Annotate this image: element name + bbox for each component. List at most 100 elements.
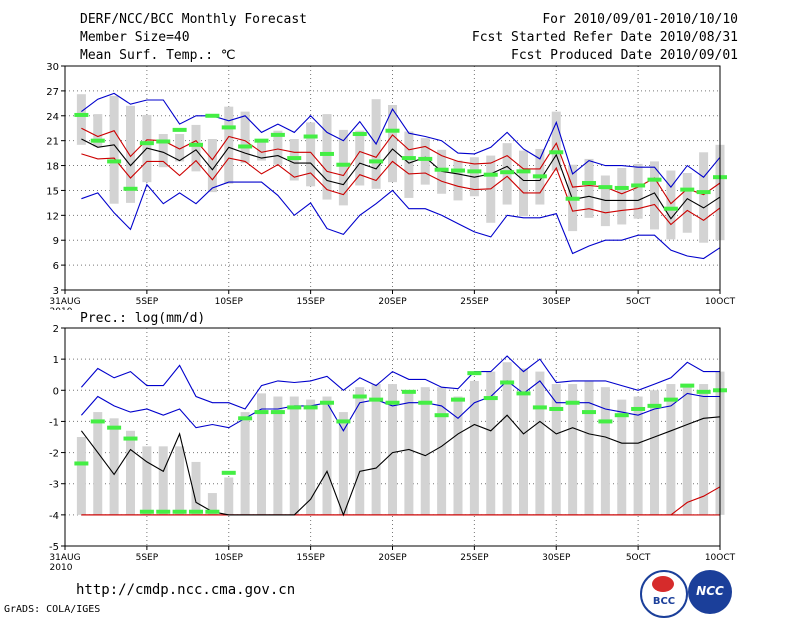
spread-box <box>355 387 365 515</box>
spread-box <box>175 446 185 515</box>
sd-lower-line <box>81 153 721 226</box>
member-mean-marker <box>139 509 154 514</box>
member-mean-marker <box>401 389 416 394</box>
member-mean-marker <box>680 187 695 192</box>
spread-box <box>649 390 660 515</box>
member-mean-marker <box>189 142 203 147</box>
x-tick-label: 20SEP <box>378 553 407 563</box>
member-mean-marker <box>647 177 662 182</box>
spread-box <box>191 124 201 172</box>
y-tick-label: -3 <box>49 480 59 491</box>
spread-box <box>502 362 512 515</box>
spread-box <box>125 105 136 203</box>
member-mean-marker <box>614 413 629 418</box>
spread-box <box>682 384 692 515</box>
x-tick-label: 15SEP <box>296 297 325 307</box>
y-tick-label: -1 <box>49 417 59 428</box>
member-mean-marker <box>549 150 564 155</box>
member-mean-marker <box>614 185 629 190</box>
spread-box <box>666 384 676 515</box>
member-mean-marker <box>467 169 482 174</box>
member-mean-marker <box>156 139 171 144</box>
x-tick-label: 10OCT <box>705 553 736 563</box>
x-tick-label: 5SEP <box>136 297 159 307</box>
x-tick-label: 30SEP <box>542 553 571 563</box>
x-tick-label: 25SEP <box>460 297 489 307</box>
spread-box <box>207 139 217 193</box>
produced-date: Fcst Produced Date 2010/09/01 <box>511 48 738 63</box>
spread-box <box>469 380 479 515</box>
member-mean-marker <box>516 391 531 396</box>
chart-title: DERF/NCC/BCC Monthly Forecast <box>80 12 307 27</box>
spread-box <box>240 412 250 515</box>
x-tick-label: 5OCT <box>626 297 651 307</box>
source-link[interactable]: http://cmdp.ncc.cma.gov.cn <box>76 582 296 598</box>
spread-box <box>207 493 217 515</box>
spread-box <box>699 384 709 515</box>
spread-box <box>175 134 185 162</box>
member-mean-marker <box>352 394 367 399</box>
sd-upper-line <box>81 127 721 205</box>
member-mean-marker <box>336 419 351 424</box>
range-lower-line <box>80 355 720 410</box>
y-tick-label: 1 <box>53 355 59 366</box>
member-mean-marker <box>516 169 531 174</box>
spread-box <box>551 384 561 515</box>
y-tick-label: 30 <box>46 62 59 73</box>
spread-box <box>535 371 545 515</box>
member-mean-marker <box>303 405 318 410</box>
member-mean-marker <box>172 127 187 132</box>
y-tick-label: 18 <box>46 162 59 173</box>
spread-box <box>699 152 709 243</box>
spread-box <box>633 163 643 219</box>
member-mean-marker <box>205 113 220 118</box>
spread-box <box>338 412 348 515</box>
y-tick-label: 6 <box>53 261 59 272</box>
spread-box <box>371 384 381 515</box>
x-tick-label: 25SEP <box>460 553 489 563</box>
member-mean-marker <box>139 141 154 146</box>
member-mean-marker <box>254 410 269 415</box>
x-tick-label: 30SEP <box>542 297 571 307</box>
spread-box <box>306 399 316 515</box>
member-mean-marker <box>221 125 236 130</box>
forecast-period: For 2010/09/01-2010/10/10 <box>542 12 738 27</box>
member-mean-marker <box>663 397 678 402</box>
member-mean-marker <box>123 186 138 191</box>
spread-box <box>109 418 119 515</box>
member-mean-marker <box>303 134 318 139</box>
spread-box <box>142 446 152 515</box>
spread-box <box>584 158 594 218</box>
spread-box <box>453 396 463 515</box>
y-tick-label: 27 <box>46 87 59 98</box>
range-upper-line <box>81 92 721 188</box>
y-tick-label: 2 <box>53 324 59 335</box>
spread-box <box>682 173 692 233</box>
spread-box <box>322 396 332 515</box>
y-tick-label: 21 <box>46 137 59 148</box>
y-tick-label: 24 <box>46 112 59 123</box>
x-tick-label: 10SEP <box>215 297 244 307</box>
member-mean-marker <box>483 396 498 401</box>
member-mean-marker <box>205 509 220 514</box>
spread-box <box>617 168 627 225</box>
member-mean-marker <box>598 185 613 190</box>
spread-box <box>76 437 86 515</box>
x-tick-label: 31AUG <box>49 553 80 563</box>
refer-date: Fcst Started Refer Date 2010/08/31 <box>471 30 738 45</box>
member-mean-marker <box>270 410 285 415</box>
member-mean-marker <box>631 406 646 411</box>
spread-box <box>600 387 610 515</box>
spread-box <box>158 134 168 168</box>
ncc-logo-text: NCC <box>696 584 724 598</box>
member-mean-marker <box>500 170 515 175</box>
member-mean-marker <box>90 138 105 143</box>
spread-box <box>649 161 660 230</box>
member-mean-marker <box>565 196 580 201</box>
member-mean-marker <box>434 413 449 418</box>
spread-box <box>551 111 561 171</box>
member-mean-marker <box>352 132 367 137</box>
spread-box <box>338 129 348 206</box>
spread-box <box>355 130 365 186</box>
year-label: 2010 <box>50 563 73 573</box>
